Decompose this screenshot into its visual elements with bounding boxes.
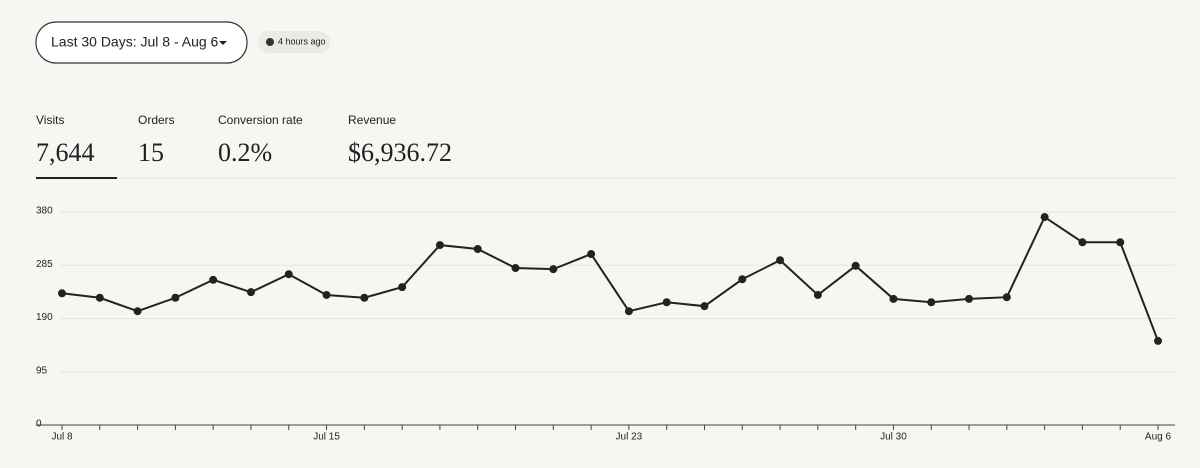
y-tick-label: 285 [36,259,53,270]
data-point[interactable] [95,293,104,302]
data-point[interactable] [813,290,822,299]
data-point[interactable] [1078,238,1087,247]
data-line [61,215,1159,342]
data-point[interactable] [171,293,180,302]
data-point[interactable] [851,261,860,270]
data-point[interactable] [776,256,785,265]
data-point[interactable] [284,270,293,279]
data-point[interactable] [624,307,633,316]
stat-label[interactable]: Visits [36,113,64,127]
data-point[interactable] [965,294,974,303]
y-tick-label: 95 [36,365,48,376]
x-tick-label: Jul 15 [313,432,340,443]
y-tick-label: 190 [36,312,53,323]
clock-icon [266,38,274,46]
updated-label: 4 hours ago [278,36,326,46]
data-point[interactable] [133,307,142,316]
data-point[interactable] [398,283,407,292]
data-point[interactable] [889,294,898,303]
stat-value[interactable]: 15 [138,138,164,167]
caret-icon [219,41,227,45]
data-point[interactable] [246,288,255,297]
data-point[interactable] [1040,213,1049,222]
data-point[interactable] [662,298,671,307]
y-tick-label: 0 [36,419,42,430]
data-point[interactable] [700,302,709,311]
stat-value[interactable]: $6,936.72 [348,138,452,167]
data-point[interactable] [549,265,558,274]
x-tick-label: Aug 6 [1145,432,1172,443]
data-point[interactable] [473,244,482,253]
data-point[interactable] [927,298,936,307]
data-point[interactable] [1002,293,1011,302]
stat-value[interactable]: 0.2% [218,138,272,167]
stat-label[interactable]: Orders [138,113,175,127]
date-range-label[interactable]: Last 30 Days: Jul 8 - Aug 6 [51,34,219,50]
data-point[interactable] [435,241,444,250]
x-tick-label: Jul 8 [51,432,73,443]
data-point[interactable] [58,289,66,298]
date-range-button[interactable] [35,21,248,64]
x-tick-label: Jul 23 [616,432,643,443]
data-point[interactable] [1154,336,1162,345]
x-tick-label: Jul 30 [880,432,907,443]
data-point[interactable] [322,290,331,299]
data-point[interactable] [209,275,218,284]
data-point[interactable] [1116,238,1125,247]
data-point[interactable] [587,250,596,259]
stat-value[interactable]: 7,644 [36,138,95,167]
stat-label[interactable]: Conversion rate [218,113,303,127]
data-point[interactable] [738,275,747,284]
stat-label[interactable]: Revenue [348,113,396,127]
updated-badge [258,31,330,53]
data-point[interactable] [360,293,369,302]
y-tick-label: 380 [36,206,53,217]
data-point[interactable] [511,264,520,273]
